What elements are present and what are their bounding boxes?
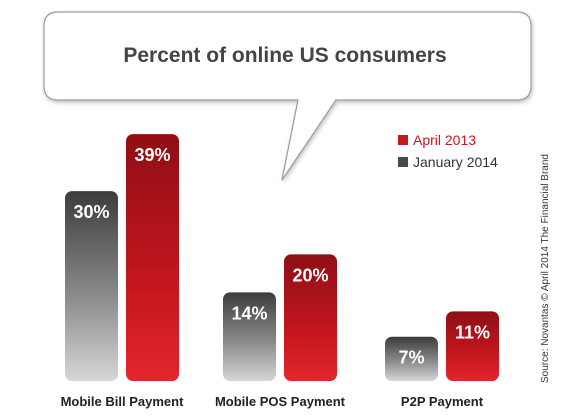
category-label-p2p-payment: P2P Payment: [401, 394, 484, 409]
source-note: Source: Novantas © April 2014 The Financ…: [540, 154, 551, 383]
bar-april-2013-mobile-bill-payment: [126, 134, 179, 381]
data-label-january-2014-mobile-pos-payment: 14%: [231, 303, 267, 323]
data-label-april-2013-mobile-pos-payment: 20%: [292, 265, 328, 285]
bar-january-2014-mobile-bill-payment: [65, 191, 118, 381]
legend: April 2013 January 2014: [398, 132, 498, 170]
legend-label-january-2014: January 2014: [413, 154, 498, 170]
category-label-mobile-bill-payment: Mobile Bill Payment: [61, 394, 184, 409]
data-label-january-2014-p2p-payment: 7%: [398, 348, 424, 368]
bar-april-2013-mobile-pos-payment: [284, 254, 337, 381]
data-label-april-2013-mobile-bill-payment: 39%: [134, 145, 170, 165]
bar-january-2014-mobile-pos-payment: [223, 292, 276, 381]
bar-april-2013-p2p-payment: [446, 311, 499, 381]
bars-layer: 30% 39% 14% 20% 7% 11%: [65, 134, 499, 381]
bar-january-2014-p2p-payment: [385, 336, 438, 381]
category-label-mobile-pos-payment: Mobile POS Payment: [215, 394, 346, 409]
chart-title: Percent of online US consumers: [123, 44, 446, 67]
data-label-april-2013-p2p-payment: 11%: [455, 322, 490, 342]
category-labels: Mobile Bill Payment Mobile POS Payment P2P…: [61, 394, 484, 409]
title-callout: Percent of online US consumers: [43, 11, 532, 181]
data-label-january-2014-mobile-bill-payment: 30%: [73, 202, 109, 222]
legend-swatch-january-2014: [398, 157, 408, 167]
legend-swatch-april-2013: [398, 135, 408, 145]
legend-label-april-2013: April 2013: [413, 132, 476, 148]
speech-bubble: [43, 11, 532, 181]
